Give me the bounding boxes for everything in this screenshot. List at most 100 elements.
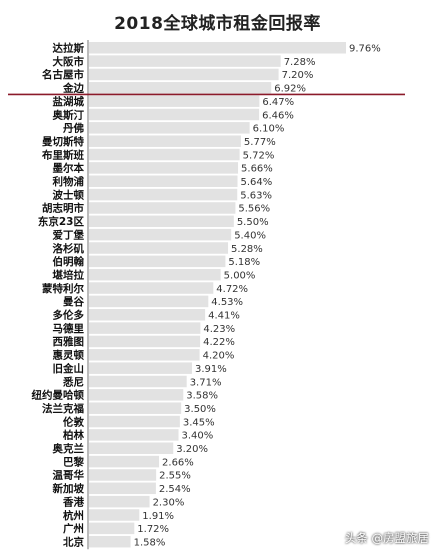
bar <box>89 442 174 454</box>
bar <box>89 415 180 428</box>
value-label: 1.91% <box>142 511 174 522</box>
category-label: 伦敦 <box>62 415 84 428</box>
bar <box>89 335 201 348</box>
bar <box>89 255 226 268</box>
bar <box>89 522 135 535</box>
category-label: 柏林 <box>63 429 84 442</box>
value-label: 3.40% <box>182 431 214 442</box>
value-label: 9.76% <box>349 44 381 55</box>
bar <box>89 429 179 441</box>
category-label: 曼切斯特 <box>42 135 84 148</box>
value-label: 5.64% <box>241 177 273 188</box>
bar <box>89 122 250 134</box>
value-label: 5.00% <box>224 270 256 281</box>
bar <box>89 108 260 121</box>
bar <box>89 349 200 361</box>
value-label: 4.53% <box>211 297 243 308</box>
value-label: 3.50% <box>184 404 216 415</box>
category-label: 马德里 <box>53 322 85 335</box>
category-label: 多伦多 <box>53 309 85 322</box>
category-label: 旧金山 <box>53 362 85 375</box>
value-label: 5.40% <box>234 230 266 241</box>
category-label: 纽约曼哈顿 <box>32 389 85 402</box>
category-label: 蒙特利尔 <box>42 282 84 295</box>
category-label: 广州 <box>63 522 84 535</box>
bar <box>89 309 206 321</box>
value-label: 3.71% <box>190 377 222 388</box>
value-label: 6.92% <box>274 84 306 95</box>
bar <box>89 82 272 94</box>
value-label: 4.72% <box>216 284 248 295</box>
value-label: 3.20% <box>176 444 208 455</box>
value-label: 5.72% <box>243 150 275 161</box>
value-label: 5.66% <box>241 164 273 175</box>
bar <box>89 148 240 161</box>
category-label: 墨尔本 <box>53 162 85 175</box>
category-label: 波士顿 <box>53 188 85 201</box>
bar <box>89 282 214 294</box>
value-label: 5.18% <box>228 257 260 268</box>
value-label: 4.41% <box>208 311 240 322</box>
bar <box>89 322 201 334</box>
category-label: 爱丁堡 <box>53 228 85 241</box>
bar <box>89 469 157 481</box>
bar <box>89 455 160 468</box>
bar <box>89 242 229 254</box>
value-label: 6.46% <box>262 110 294 121</box>
category-label: 新加坡 <box>53 482 85 495</box>
category-label: 北京 <box>63 535 84 548</box>
value-label: 4.20% <box>203 351 235 362</box>
category-label: 达拉斯 <box>53 42 85 55</box>
category-label: 胡志明市 <box>42 202 84 215</box>
category-label: 大阪市 <box>53 55 85 68</box>
bar <box>89 68 279 81</box>
category-label: 丹佛 <box>63 122 84 135</box>
bar <box>89 295 209 308</box>
value-label: 6.47% <box>262 97 294 108</box>
bar <box>89 202 236 214</box>
value-label: 5.50% <box>237 217 269 228</box>
value-label: 2.30% <box>153 497 185 508</box>
category-label: 曼谷 <box>63 295 84 308</box>
category-label: 悉尼 <box>62 375 84 388</box>
watermark: 头条 @房盟旅居 <box>344 531 429 545</box>
category-label: 利物浦 <box>53 175 85 188</box>
category-label: 名古屋市 <box>42 68 84 81</box>
value-label: 3.58% <box>186 391 218 402</box>
category-label: 奥斯汀 <box>53 108 85 121</box>
bar <box>89 268 221 281</box>
category-label: 法兰克福 <box>42 402 84 415</box>
bar <box>89 162 239 174</box>
bar <box>89 375 187 388</box>
value-label: 4.22% <box>203 337 235 348</box>
bar <box>89 495 150 508</box>
category-label: 东京23区 <box>38 215 85 228</box>
value-label: 5.63% <box>240 190 272 201</box>
value-label: 2.54% <box>159 484 191 495</box>
value-label: 6.10% <box>253 124 285 135</box>
value-label: 2.55% <box>159 471 191 482</box>
category-label: 温哥华 <box>53 469 85 482</box>
value-label: 5.77% <box>244 137 276 148</box>
category-label: 西雅图 <box>53 335 85 348</box>
bar <box>89 389 184 401</box>
bar <box>89 188 238 201</box>
category-label: 布里斯班 <box>42 148 84 161</box>
value-label: 7.20% <box>282 70 314 81</box>
bar <box>89 482 156 495</box>
category-label: 杭州 <box>63 509 84 522</box>
value-label: 5.28% <box>231 244 263 255</box>
value-label: 4.23% <box>203 324 235 335</box>
category-label: 堪培拉 <box>53 268 85 281</box>
category-label: 香港 <box>62 495 84 508</box>
value-label: 1.58% <box>134 537 166 548</box>
bar <box>89 175 238 187</box>
category-label: 惠灵顿 <box>53 349 85 362</box>
bar <box>89 55 281 67</box>
category-label: 巴黎 <box>63 455 84 468</box>
value-label: 7.28% <box>284 57 316 68</box>
bar <box>89 215 234 228</box>
value-label: 3.45% <box>183 417 215 428</box>
bar <box>89 509 140 521</box>
